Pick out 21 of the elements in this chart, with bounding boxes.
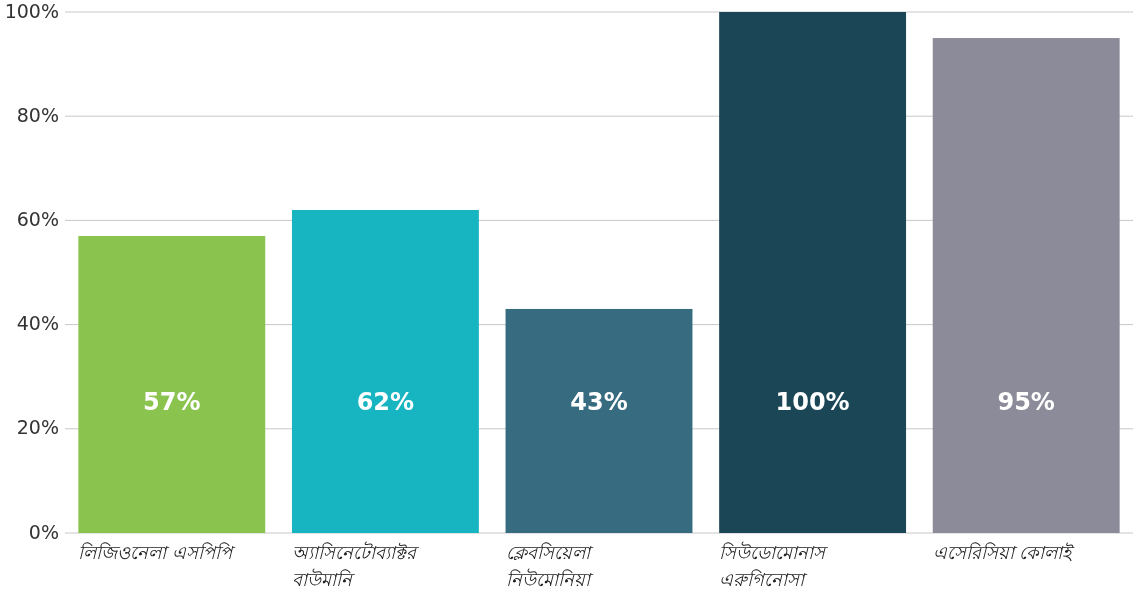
bar — [719, 12, 907, 533]
bar — [78, 236, 266, 533]
data-label: 95% — [997, 387, 1055, 416]
y-tick-label: 0% — [28, 520, 59, 543]
y-tick-label: 100% — [4, 0, 59, 22]
x-tick-label: এসেরিসিয়া কোলাই — [932, 542, 1076, 563]
data-label: 43% — [570, 387, 628, 416]
y-tick-label: 20% — [16, 416, 59, 439]
data-label: 62% — [356, 387, 415, 416]
bar — [291, 209, 479, 533]
x-tick-label: অ্যাসিনেটোব্যাক্টর বাউমানি — [291, 541, 420, 590]
x-tick-label: ক্লেবসিয়েলা নিউমোনিয়া — [505, 542, 594, 590]
x-tick-label: লিজিওনেলা এসপিপি — [78, 542, 237, 563]
x-tick-label: সিউডোমোনাস এরুগিনোসা — [719, 541, 830, 590]
y-tick-label: 40% — [16, 312, 59, 335]
data-label: 100% — [775, 387, 850, 416]
data-label: 57% — [143, 387, 201, 416]
bar — [932, 38, 1120, 533]
y-tick-label: 60% — [16, 207, 59, 230]
y-tick-label: 80% — [16, 103, 59, 126]
bar — [505, 308, 693, 533]
